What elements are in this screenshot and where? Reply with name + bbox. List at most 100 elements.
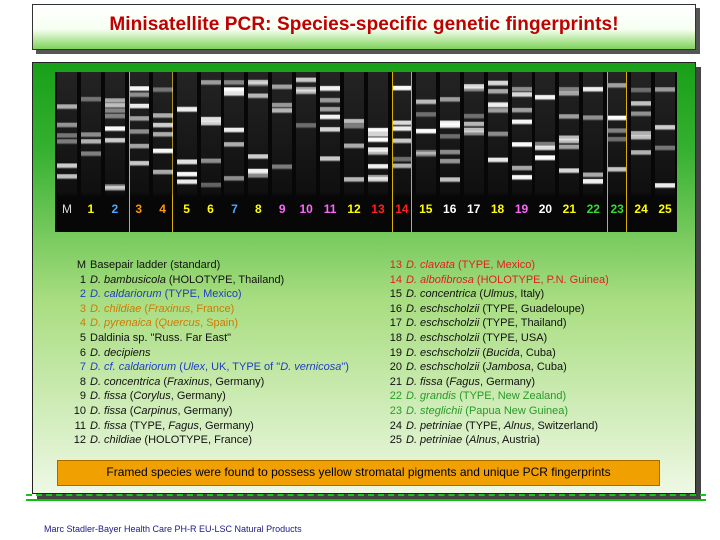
legend-number: 9	[79, 390, 86, 403]
legend-text: , Italy)	[514, 288, 545, 301]
legend-text: D. petriniae	[406, 434, 463, 447]
lane-label: 19	[514, 202, 529, 216]
legend-row: 16 D. eschscholzii (TYPE, Guadeloupe)	[380, 302, 609, 317]
legend-number: 6	[79, 346, 86, 359]
legend-text: , Germany)	[480, 375, 536, 388]
legend-text: ")	[341, 361, 349, 374]
lane-label: 6	[207, 202, 214, 216]
legend-number: 18	[389, 331, 402, 344]
legend-text: , Switzerland)	[531, 419, 598, 432]
legend-text: (	[151, 317, 159, 330]
legend-row: 9 D. fissa (Corylus, Germany)	[64, 389, 349, 404]
gel-lane	[583, 72, 604, 232]
legend-row: 10 D. fissa (Carpinus, Germany)	[64, 404, 349, 419]
gel-lane	[224, 72, 245, 232]
lane-label: 10	[299, 202, 313, 216]
legend-right-column: 13 D. clavata (TYPE, Mexico) 14 D. albofibr…	[380, 258, 609, 448]
legend-number: 7	[79, 361, 86, 374]
gel-lane	[320, 72, 341, 232]
legend-text: D. caldariorum	[90, 288, 162, 301]
legend-text: , Germany)	[209, 375, 265, 388]
legend-number: 17	[389, 317, 402, 330]
legend-row: 12 D. childiae (HOLOTYPE, France)	[64, 433, 349, 448]
legend-number: 8	[79, 375, 86, 388]
gel-lane	[511, 72, 532, 232]
legend-row: 8 D. concentrica (Fraxinus, Germany)	[64, 375, 349, 390]
legend-text: D. fissa	[90, 390, 127, 403]
legend-row: 19 D. eschscholzii (Bucida, Cuba)	[380, 346, 609, 361]
legend-number: 21	[389, 375, 402, 388]
legend-number: 14	[389, 273, 402, 286]
legend-number: M	[76, 259, 86, 271]
legend-text: Fraxinus	[167, 375, 210, 388]
legend-text: , Cuba)	[519, 346, 556, 359]
legend-row: 11 D. fissa (TYPE, Fagus, Germany)	[64, 419, 349, 434]
note-box: Framed species were found to possess yel…	[57, 460, 660, 486]
lane-label: 2	[111, 202, 119, 216]
legend-text: (HOLOTYPE, France)	[141, 434, 252, 447]
legend-text: D. eschscholzii	[406, 302, 480, 315]
legend-text: Fagus	[449, 375, 480, 388]
legend-text: D. eschscholzii	[406, 361, 480, 374]
legend-text: Corylus	[133, 390, 171, 403]
legend-text: (	[160, 375, 168, 388]
note-text: Framed species were found to possess yel…	[106, 465, 611, 479]
legend-number: 2	[79, 288, 86, 301]
legend-text: (TYPE,	[126, 419, 169, 432]
gel-lane	[56, 72, 77, 232]
gel-lane	[439, 72, 460, 232]
lane-label: 21	[562, 202, 577, 216]
legend-text: D. concentrica	[406, 288, 477, 301]
gel-lane	[559, 72, 580, 232]
gel-lane	[200, 72, 221, 232]
legend-text: D. fissa	[90, 404, 127, 417]
legend-text: , Cuba)	[530, 361, 567, 374]
lane-label: 12	[347, 202, 361, 216]
legend-row: 14 D. albofibrosa (HOLOTYPE, P.N. Guinea)	[380, 273, 609, 288]
gel-lane	[607, 72, 628, 232]
legend-number: 12	[73, 434, 86, 447]
legend-text: D. fissa	[90, 419, 127, 432]
legend-text: D. concentrica	[90, 375, 161, 388]
legend-text: (TYPE, Thailand)	[479, 317, 567, 330]
legend-row: 13 D. clavata (TYPE, Mexico)	[380, 258, 609, 273]
legend-text: D. cf. caldariorum	[90, 361, 177, 374]
gel-lane	[104, 72, 125, 232]
lane-label: M	[61, 202, 72, 216]
page-title: Minisatellite PCR: Species-specific gene…	[109, 14, 619, 35]
legend-text: (	[479, 361, 487, 374]
legend-row: 17 D. eschscholzii (TYPE, Thailand)	[380, 316, 609, 331]
legend-text: Jambosa	[486, 361, 531, 374]
gel-lane	[487, 72, 508, 232]
lane-label: 18	[490, 202, 505, 216]
legend-text: (	[462, 434, 469, 447]
legend-number: 1	[79, 273, 86, 286]
lane-label: 13	[371, 202, 385, 216]
legend-text: D. fissa	[406, 375, 443, 388]
legend-text: (	[442, 375, 450, 388]
gel-lane	[248, 72, 269, 232]
legend-text: Basepair ladder (standard)	[90, 259, 221, 271]
gel-lane	[272, 72, 293, 232]
legend-number: 4	[79, 317, 86, 330]
divider-dashed	[26, 494, 706, 496]
gel-lane	[128, 72, 149, 232]
legend-text: Quercus	[158, 317, 201, 330]
gel-lane	[463, 72, 484, 232]
lane-label: 8	[255, 202, 262, 216]
legend-row: 3 D. childiae (Fraxinus, France)	[64, 302, 349, 317]
legend-text: (	[126, 390, 134, 403]
legend-text: D. childiae	[90, 302, 142, 315]
legend-text: D. eschscholzii	[406, 317, 480, 330]
legend-text: Carpinus	[133, 404, 178, 417]
divider-solid	[26, 499, 706, 501]
legend-text: D. eschscholzii	[406, 346, 480, 359]
legend-left-column: M Basepair ladder (standard) 1 D. bambusico…	[64, 258, 349, 448]
legend-text: , UK, TYPE of "	[204, 361, 281, 374]
legend-text: , Germany)	[198, 419, 254, 432]
legend-text: Ulmus	[483, 288, 515, 301]
legend-text: , Germany)	[170, 390, 226, 403]
lane-label: 15	[419, 202, 433, 216]
legend-text: D. clavata	[406, 259, 455, 271]
legend-text: D. grandis	[406, 390, 457, 403]
